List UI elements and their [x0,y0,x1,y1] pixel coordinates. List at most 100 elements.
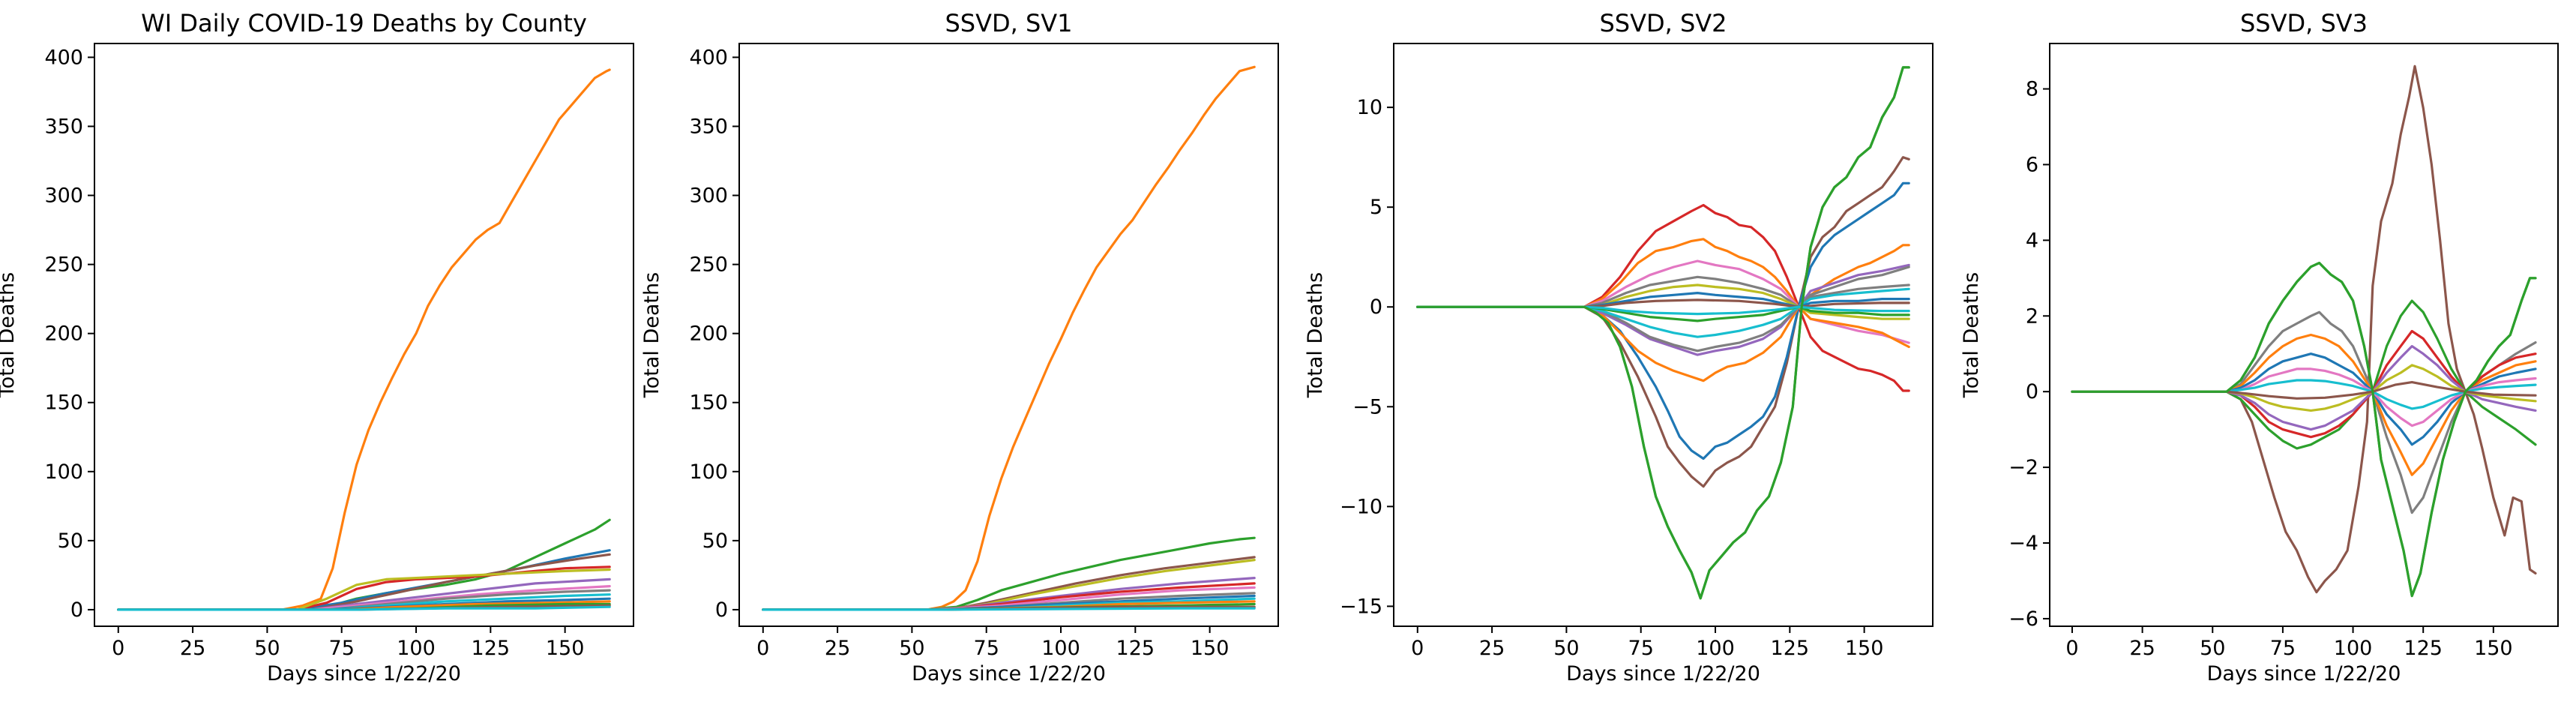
chart-panel-1: 0 25 50 75 100 125 150 0 50 100 150 200 250 300 350 400… [0,9,634,686]
series-line-13 [2071,262,2537,598]
y-tick-label: 150 [689,392,728,415]
plot-frame [738,43,1279,627]
series-group [1416,66,1910,600]
series-line-15 [117,605,611,611]
x-tick-label: 50 [2200,637,2225,660]
y-axis-label: Total Deaths [640,272,663,398]
x-tick-label: 150 [2474,637,2513,660]
x-tick-label: 125 [1771,637,1810,660]
x-tick-label: 0 [1411,637,1424,660]
series-line-9 [1416,263,1910,356]
y-tick-label: 10 [1357,96,1382,119]
chart-panel-4: 0 25 50 75 100 125 150 −6 −4 −2 0 2 4 6 8 SSVD, SV3 Days… [1960,9,2559,686]
y-tick-label: 100 [689,460,728,484]
y-tick-label: 200 [689,322,728,346]
series-line-5 [1416,275,1910,308]
y-tick-label: −10 [1340,495,1382,518]
y-tick-label: 300 [44,184,83,208]
y-tick-label: 0 [2026,380,2038,404]
series-line-6 [1416,156,1910,488]
y-axis-label: Total Deaths [0,272,19,398]
series-group [762,65,1256,611]
x-tick-label: 25 [2129,637,2155,660]
y-tick-label: 100 [44,460,83,484]
x-tick-label: 100 [1041,637,1080,660]
plot-frame [2049,43,2559,627]
x-tick-label: 25 [1479,637,1505,660]
x-tick-label: 50 [254,637,280,660]
y-tick-label: 250 [689,254,728,277]
y-tick-label: 150 [44,392,83,415]
y-tick-label: 50 [702,530,728,553]
series-line-5 [117,566,611,611]
y-tick-label: 8 [2026,78,2038,101]
x-tick-label: 150 [1191,637,1230,660]
x-axis-label: Days since 1/22/20 [267,662,461,686]
series-line-12 [2071,381,2537,400]
y-tick-label: 250 [44,254,83,277]
y-tick-label: 0 [1370,296,1382,319]
x-tick-label: 150 [546,637,585,660]
chart-panel-3: 0 25 50 75 100 125 150 −15 −10 −5 0 5 10 SSVD, SV2 Day… [1304,9,1933,686]
x-tick-label: 0 [112,637,124,660]
chart-title: WI Daily COVID-19 Deaths by County [141,9,587,38]
series-line-12 [1416,284,1910,320]
y-tick-label: 2 [2026,304,2038,328]
series-line-7 [2071,345,2537,431]
series-line-14 [1416,305,1910,322]
x-tick-label: 100 [1696,637,1735,660]
x-tick-label: 75 [974,637,999,660]
series-line-3 [2071,299,2537,450]
y-tick-label: 4 [2026,229,2038,252]
series-line-4 [2071,310,2537,514]
series-line-2 [762,536,1256,611]
chart-title: SSVD, SV3 [2240,9,2368,38]
y-axis-label: Total Deaths [1304,272,1327,398]
x-tick-label: 25 [825,637,850,660]
y-tick-label: −2 [2008,456,2038,479]
y-tick-label: −15 [1340,595,1382,618]
series-line-11 [1416,287,1910,338]
x-axis-label: Days since 1/22/20 [2207,662,2401,686]
x-axis-label: Days since 1/22/20 [912,662,1106,686]
y-tick-label: 200 [44,322,83,346]
series-line-13 [1416,292,1910,308]
x-tick-label: 125 [2404,637,2443,660]
series-line-3 [1416,238,1910,308]
chart-title: SSVD, SV1 [945,9,1072,38]
x-tick-label: 100 [2334,637,2373,660]
x-tick-label: 0 [756,637,769,660]
y-tick-label: −5 [1352,395,1382,418]
y-tick-label: 350 [44,115,83,138]
x-tick-label: 50 [1553,637,1579,660]
series-line-7 [1416,182,1910,460]
x-tick-label: 0 [2065,637,2078,660]
y-tick-label: 400 [689,46,728,69]
x-tick-label: 125 [1116,637,1155,660]
y-tick-label: 0 [715,598,728,622]
y-tick-label: 6 [2026,153,2038,176]
y-tick-label: 300 [689,184,728,208]
series-line-6 [117,568,611,611]
x-tick-label: 75 [2270,637,2296,660]
series-line-16 [1416,305,1910,316]
series-line-1 [762,65,1256,611]
series-line-10 [2071,364,2537,412]
y-tick-label: −4 [2008,532,2038,555]
y-tick-label: 400 [44,46,83,69]
series-line-2 [1416,203,1910,392]
series-line-6 [2071,329,2537,439]
series-line-2 [2071,262,2537,598]
x-axis-label: Days since 1/22/20 [1566,662,1760,686]
series-line-1 [1416,66,1910,600]
x-tick-label: 50 [899,637,924,660]
series-line-17 [1416,66,1910,600]
x-tick-label: 125 [472,637,511,660]
series-line-1 [2071,64,2537,594]
chart-panel-2: 0 25 50 75 100 125 150 0 50 100 150 200 250 300 350 400… [640,9,1279,686]
x-tick-label: 75 [1628,637,1654,660]
series-line-8 [1416,305,1910,382]
series-line-10 [1416,266,1910,352]
plot-frame [94,43,634,627]
